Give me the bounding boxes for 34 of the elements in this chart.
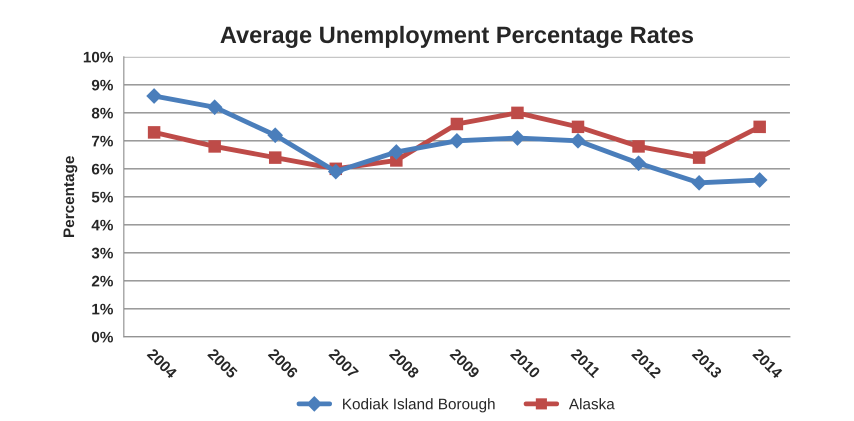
- point: [691, 174, 707, 191]
- point: [208, 140, 221, 153]
- legend-label: Alaska: [568, 398, 615, 410]
- y-tick-label: 6%: [92, 164, 114, 175]
- point: [632, 140, 645, 153]
- point: [268, 151, 282, 164]
- y-tick-label: 0%: [92, 332, 114, 342]
- point: [328, 164, 344, 180]
- point: [752, 172, 768, 188]
- point: [510, 130, 526, 146]
- point: [753, 120, 766, 134]
- point: [148, 126, 160, 139]
- point: [388, 144, 404, 160]
- y-tick-label: 1%: [92, 304, 114, 314]
- legend-label: Kodiak Island Borough: [343, 398, 495, 412]
- y-tick-label: 4%: [92, 220, 114, 230]
- y-tick-label: 8%: [92, 108, 114, 119]
- point: [450, 118, 464, 130]
- point: [570, 132, 586, 149]
- y-tick-label: 3%: [92, 248, 114, 259]
- point: [267, 127, 284, 144]
- y-axis-title: Percentage: [64, 156, 78, 237]
- y-tick-label: 9%: [92, 80, 114, 91]
- point: [146, 88, 162, 104]
- point: [206, 99, 223, 116]
- chart-title: Average Unemployment Percentage Rates: [220, 26, 694, 48]
- y-tick-label: 5%: [92, 192, 114, 203]
- y-tick-label: 2%: [92, 276, 114, 286]
- point: [630, 155, 646, 172]
- point: [572, 120, 584, 134]
- y-tick-label: 7%: [92, 136, 114, 146]
- point: [692, 151, 706, 164]
- point: [511, 106, 524, 120]
- y-tick-label: 10%: [84, 52, 114, 63]
